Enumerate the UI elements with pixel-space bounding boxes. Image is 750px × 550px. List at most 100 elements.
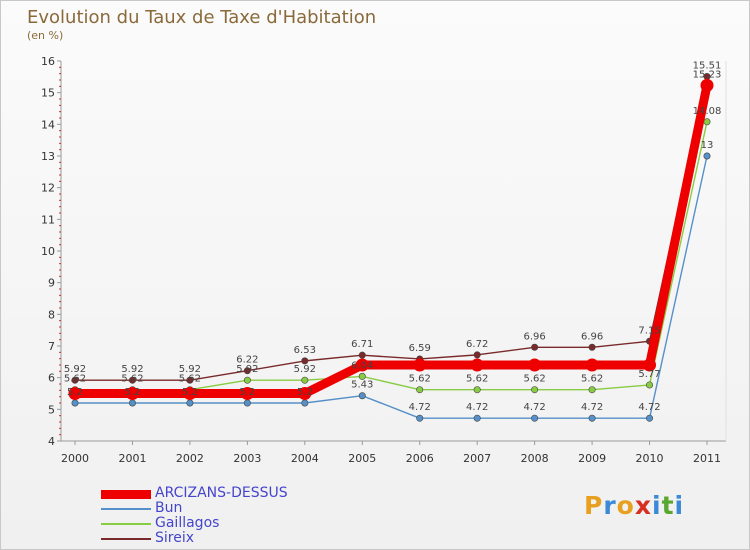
data-point xyxy=(588,343,596,351)
data-point xyxy=(531,386,539,394)
x-tick-label: 2007 xyxy=(463,452,491,465)
y-tick-label: 13 xyxy=(41,150,55,163)
logo-letter: o xyxy=(616,491,635,520)
data-point xyxy=(473,386,481,394)
data-point xyxy=(643,358,657,372)
logo-letter: P xyxy=(584,491,604,520)
data-point xyxy=(358,372,366,380)
data-point xyxy=(128,399,136,407)
data-point xyxy=(301,399,309,407)
data-point xyxy=(703,118,711,126)
y-tick-label: 15 xyxy=(41,87,55,100)
logo-letter: r xyxy=(603,491,617,520)
legend-label: Sireix xyxy=(155,530,195,546)
data-label: 5.92 xyxy=(64,364,86,375)
data-point xyxy=(358,351,366,359)
data-label: 6.71 xyxy=(351,339,373,350)
data-point xyxy=(700,78,714,92)
y-tick-label: 6 xyxy=(48,372,55,385)
data-point xyxy=(240,387,254,400)
data-label: 5.62 xyxy=(179,374,201,385)
data-label: 5.2 xyxy=(297,387,313,398)
data-label: 5.2 xyxy=(239,387,255,398)
legend-label: ARCIZANS-DESSUS xyxy=(155,485,288,501)
data-point xyxy=(355,358,369,372)
data-label: 5.92 xyxy=(121,364,143,375)
y-tick-label: 10 xyxy=(41,245,55,258)
data-label: 6.72 xyxy=(466,339,488,350)
x-tick-label: 2000 xyxy=(61,452,89,465)
y-tick-label: 7 xyxy=(48,340,55,353)
legend-swatch xyxy=(101,508,151,510)
data-label: 5.2 xyxy=(67,387,83,398)
data-point xyxy=(531,414,539,422)
x-tick-label: 2006 xyxy=(406,452,434,465)
data-point xyxy=(298,387,312,400)
data-label: 5.62 xyxy=(409,374,431,385)
data-point xyxy=(473,351,481,359)
data-label: 14.08 xyxy=(693,106,722,117)
data-point xyxy=(646,414,654,422)
legend-swatch xyxy=(101,490,151,499)
x-tick-label: 2009 xyxy=(578,452,606,465)
x-tick-label: 2008 xyxy=(521,452,549,465)
y-unit-label: (en %) xyxy=(27,29,64,42)
data-point xyxy=(71,399,79,407)
data-label: 4.72 xyxy=(466,402,488,413)
data-label: 4.72 xyxy=(409,402,431,413)
data-point xyxy=(473,414,481,422)
data-label: 4.72 xyxy=(581,402,603,413)
data-point xyxy=(243,376,251,384)
data-label: 5.92 xyxy=(294,364,316,375)
data-label: 6.59 xyxy=(409,343,431,354)
x-tick-label: 2004 xyxy=(291,452,319,465)
data-point xyxy=(646,381,654,389)
data-label: 4.72 xyxy=(638,402,660,413)
data-point xyxy=(186,376,194,384)
data-point xyxy=(528,358,542,372)
x-tick-label: 2005 xyxy=(348,452,376,465)
data-label: 5.92 xyxy=(236,364,258,375)
data-point xyxy=(585,358,599,372)
logo-letter: i xyxy=(652,491,662,520)
data-label: 13 xyxy=(701,140,714,151)
data-label: 5.43 xyxy=(351,380,373,391)
data-label: 15.51 xyxy=(693,61,722,72)
y-tick-label: 16 xyxy=(41,55,55,68)
data-point xyxy=(413,358,427,372)
data-label: 7.15 xyxy=(638,325,660,336)
data-label: 5.62 xyxy=(524,374,546,385)
x-tick-label: 2011 xyxy=(693,452,721,465)
y-tick-label: 4 xyxy=(48,435,55,448)
data-label: 6.04 xyxy=(351,360,373,371)
data-label: 15.23 xyxy=(693,69,722,80)
logo-letter: x xyxy=(634,491,652,520)
x-tick-label: 2002 xyxy=(176,452,204,465)
x-tick-label: 2010 xyxy=(636,452,664,465)
legend-label: Bun xyxy=(155,500,183,516)
data-point xyxy=(588,386,596,394)
data-point xyxy=(301,357,309,365)
y-tick-label: 8 xyxy=(48,308,55,321)
y-tick-label: 9 xyxy=(48,277,55,290)
data-point xyxy=(68,387,82,400)
data-point xyxy=(531,343,539,351)
legend-label: Gaillagos xyxy=(155,515,220,531)
series-line-arcizans-dessus xyxy=(75,84,712,398)
data-label: 5.92 xyxy=(179,364,201,375)
logo-letter: t xyxy=(661,491,675,520)
legend-swatch xyxy=(101,538,151,540)
x-tick-label: 2001 xyxy=(118,452,146,465)
data-label: 6.22 xyxy=(236,355,258,366)
data-label: 6.53 xyxy=(294,345,316,356)
logo-letter: i xyxy=(674,491,685,520)
data-label: 6.96 xyxy=(581,331,603,342)
data-point xyxy=(588,414,596,422)
data-point xyxy=(125,387,139,400)
data-label: 5.2 xyxy=(125,387,141,398)
series-line-gaillagos xyxy=(75,121,708,391)
data-point xyxy=(243,399,251,407)
x-tick-label: 2003 xyxy=(233,452,261,465)
